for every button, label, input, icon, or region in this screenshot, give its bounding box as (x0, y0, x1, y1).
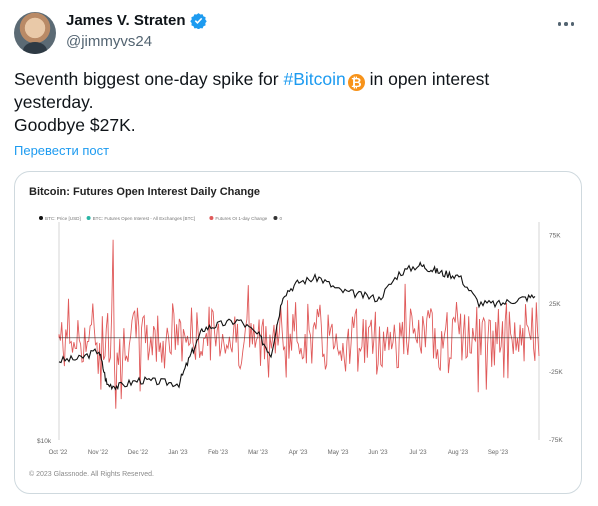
text-line1-before: Seventh biggest one-day spike for (14, 69, 284, 89)
text-line3: Goodbye $27K. (14, 115, 136, 135)
avatar[interactable] (14, 12, 56, 54)
legend-marker (39, 216, 43, 220)
legend-label: Futures OI 1-day Change (215, 216, 267, 221)
legend-marker (273, 216, 278, 220)
x-tick-label: May '23 (328, 450, 349, 456)
hashtag-link[interactable]: #Bitcoin (283, 69, 346, 89)
x-tick-label: Apr '23 (289, 450, 308, 456)
tweet-text: Seventh biggest one-day spike for #Bitco… (14, 68, 574, 137)
translate-link[interactable]: Перевести пост (14, 143, 110, 158)
oi-chart: BTC: Price [USD] BTC: Futures Open Intere… (37, 216, 563, 456)
price-line (58, 261, 536, 391)
right-tick-label: -25K (549, 369, 563, 376)
chart-card[interactable]: Bitcoin: Futures Open Interest Daily Cha… (14, 171, 582, 494)
author-row: James V. Straten (66, 12, 207, 29)
left-axis-label: $10k (37, 438, 52, 445)
right-tick-label: 75K (549, 233, 561, 240)
legend-label: BTC: Futures Open Interest - All Exchang… (93, 216, 195, 221)
copyright: © 2023 Glassnode. All Rights Reserved. (29, 471, 155, 478)
x-tick-label: Jan '23 (168, 450, 188, 456)
x-tick-label: Jul '23 (409, 450, 427, 456)
legend-label: BTC: Price [USD] (45, 216, 81, 221)
x-tick-label: Nov '22 (88, 450, 109, 456)
x-tick-label: Mar '23 (248, 450, 268, 456)
x-tick-label: Aug '23 (448, 450, 469, 456)
x-tick-label: Dec '22 (128, 450, 149, 456)
author-name[interactable]: James V. Straten (66, 12, 186, 29)
bitcoin-emoji-icon: ₿ (347, 74, 365, 91)
more-options-icon[interactable] (554, 14, 578, 34)
x-tick-label: Oct '22 (49, 450, 68, 456)
chart-title: Bitcoin: Futures Open Interest Daily Cha… (29, 186, 261, 198)
oi-change-line (58, 239, 540, 409)
legend-label: 0 (279, 216, 282, 221)
author-handle[interactable]: @jimmyvs24 (66, 33, 153, 50)
text-line1-after: in open interest (364, 69, 490, 89)
right-tick-label: -75K (549, 437, 563, 444)
legend-marker (209, 216, 214, 220)
x-tick-label: Sep '23 (488, 450, 509, 456)
x-tick-label: Jun '23 (368, 450, 388, 456)
verified-badge-icon (189, 13, 207, 29)
right-tick-label: 25K (549, 301, 561, 308)
text-line2: yesterday. (14, 92, 94, 112)
x-tick-label: Feb '23 (208, 450, 228, 456)
legend-marker (86, 216, 91, 220)
